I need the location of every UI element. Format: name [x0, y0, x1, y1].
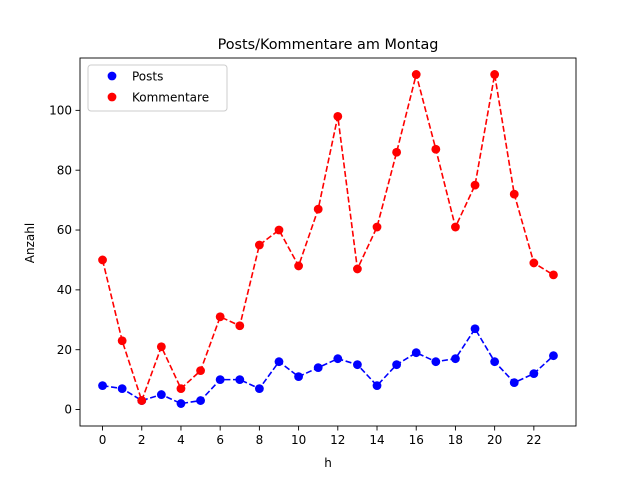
data-point-kommentare — [451, 222, 460, 232]
data-point-posts — [451, 354, 460, 364]
x-tick-label: 10 — [291, 433, 306, 447]
x-tick-label: 22 — [526, 433, 541, 447]
x-tick-label: 18 — [448, 433, 463, 447]
data-point-posts — [294, 372, 303, 382]
data-point-kommentare — [470, 180, 480, 190]
data-point-kommentare — [353, 264, 362, 274]
data-point-kommentare — [98, 255, 107, 265]
data-point-posts — [372, 381, 382, 391]
data-point-posts — [470, 324, 480, 334]
data-point-kommentare — [313, 204, 323, 214]
data-point-kommentare — [411, 70, 421, 79]
x-tick-label: 14 — [369, 433, 384, 447]
data-point-kommentare — [294, 261, 303, 271]
data-point-kommentare — [196, 366, 205, 376]
legend-box — [87, 64, 228, 112]
data-point-posts — [313, 363, 323, 373]
x-tick-label: 16 — [409, 433, 424, 447]
plot-area — [98, 70, 558, 408]
x-axis-label: h — [324, 456, 332, 470]
y-tick-label: 40 — [57, 283, 72, 297]
legend-marker-kommentare — [107, 92, 117, 102]
x-tick-label: 2 — [138, 433, 146, 447]
series-line-kommentare — [101, 74, 554, 404]
x-tick-label: 0 — [99, 433, 107, 447]
data-point-kommentare — [274, 225, 284, 235]
data-point-kommentare — [176, 384, 186, 394]
data-point-kommentare — [529, 258, 539, 268]
data-point-posts — [333, 354, 343, 364]
data-point-kommentare — [431, 144, 441, 154]
x-tick-label: 4 — [177, 433, 185, 447]
y-axis-label: Anzahl — [23, 223, 37, 263]
data-point-kommentare — [254, 240, 264, 250]
data-point-kommentare — [235, 321, 245, 331]
legend-label-posts: Posts — [132, 69, 163, 83]
data-point-posts — [117, 384, 127, 394]
data-point-kommentare — [490, 70, 500, 79]
data-point-posts — [274, 357, 284, 367]
data-point-kommentare — [333, 111, 343, 121]
y-tick-label: 60 — [57, 223, 72, 237]
data-point-posts — [529, 369, 539, 379]
data-point-kommentare — [156, 342, 166, 352]
axes-frame — [79, 57, 577, 427]
y-tick-label: 80 — [57, 163, 72, 177]
data-point-posts — [431, 357, 441, 367]
y-tick-label: 100 — [49, 104, 72, 118]
data-point-posts — [549, 351, 558, 361]
data-point-kommentare — [137, 396, 147, 405]
data-point-kommentare — [215, 312, 225, 322]
data-point-kommentare — [549, 270, 558, 280]
y-tick-label: 20 — [57, 343, 72, 357]
data-point-posts — [353, 360, 362, 370]
data-point-posts — [176, 399, 186, 408]
data-point-posts — [235, 375, 245, 385]
x-tick-label: 20 — [487, 433, 502, 447]
data-point-posts — [254, 384, 264, 394]
data-point-posts — [156, 390, 166, 399]
chart-title: Posts/Kommentare am Montag — [218, 37, 439, 53]
data-point-posts — [196, 396, 205, 405]
x-tick-label: 8 — [256, 433, 264, 447]
y-tick-label: 0 — [64, 403, 72, 417]
data-point-posts — [490, 357, 500, 367]
axes: 0 2 4 6 8 10 12 14 16 18 20 22 0 20 40 60 80 100 — [49, 57, 577, 447]
data-point-kommentare — [372, 222, 382, 232]
data-point-posts — [509, 378, 519, 388]
data-point-posts — [98, 381, 107, 391]
data-point-posts — [392, 360, 402, 370]
data-point-posts — [215, 375, 225, 385]
legend: Posts Kommentare — [87, 64, 228, 112]
legend-marker-posts — [107, 71, 117, 81]
data-point-kommentare — [509, 189, 519, 199]
x-tick-label: 6 — [216, 433, 224, 447]
data-point-kommentare — [117, 336, 127, 346]
x-tick-label: 12 — [330, 433, 345, 447]
data-point-kommentare — [392, 147, 402, 157]
data-point-posts — [411, 348, 421, 358]
legend-label-kommentare: Kommentare — [132, 90, 209, 104]
